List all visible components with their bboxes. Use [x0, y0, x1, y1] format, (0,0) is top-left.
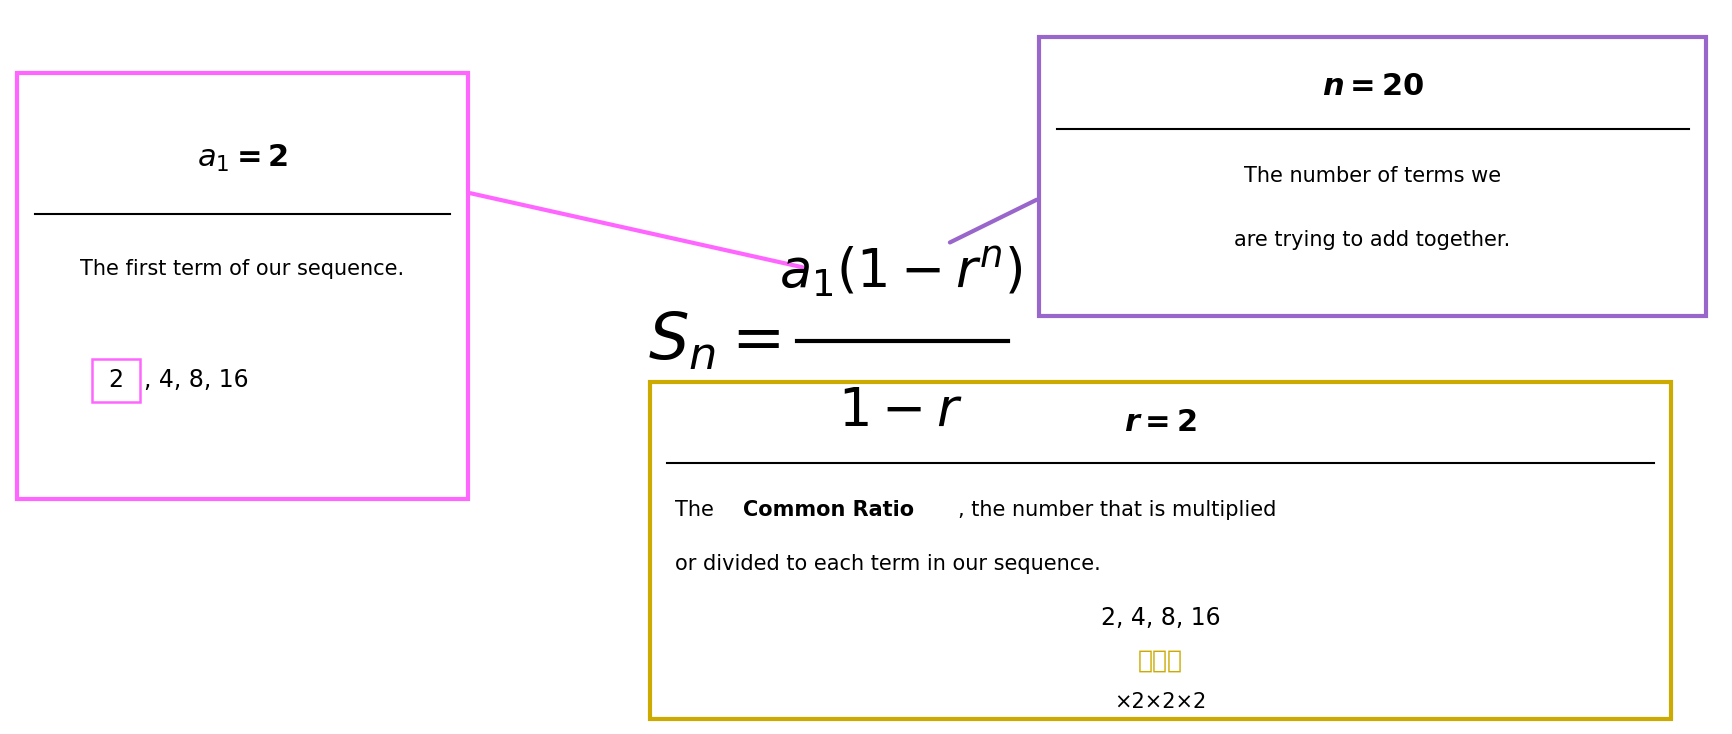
Text: Common Ratio: Common Ratio	[743, 500, 914, 520]
Text: , the number that is multiplied: , the number that is multiplied	[958, 500, 1276, 520]
Text: The number of terms we: The number of terms we	[1244, 166, 1502, 186]
Text: 2, 4, 8, 16: 2, 4, 8, 16	[1100, 606, 1221, 630]
Text: The first term of our sequence.: The first term of our sequence.	[80, 259, 405, 279]
Text: $a_1(1-r^n)$: $a_1(1-r^n)$	[779, 244, 1022, 299]
Text: $\boldsymbol{n = 20}$: $\boldsymbol{n = 20}$	[1322, 73, 1424, 101]
FancyBboxPatch shape	[17, 73, 468, 499]
FancyBboxPatch shape	[1039, 37, 1706, 316]
Text: 👇👇👇: 👇👇👇	[1138, 648, 1183, 672]
Text: $\boldsymbol{r = 2}$: $\boldsymbol{r = 2}$	[1124, 407, 1197, 437]
FancyBboxPatch shape	[92, 360, 140, 402]
Text: are trying to add together.: are trying to add together.	[1235, 230, 1510, 250]
Text: The: The	[675, 500, 721, 520]
Text: 2: 2	[109, 368, 123, 392]
Text: $\boldsymbol{a_1 = 2}$: $\boldsymbol{a_1 = 2}$	[197, 143, 288, 174]
Text: $S_n =$: $S_n =$	[648, 310, 779, 373]
Text: $1-r$: $1-r$	[838, 385, 963, 437]
Text: , 4, 8, 16: , 4, 8, 16	[144, 368, 248, 392]
Text: or divided to each term in our sequence.: or divided to each term in our sequence.	[675, 554, 1102, 574]
Text: ×2×2×2: ×2×2×2	[1114, 692, 1207, 713]
FancyBboxPatch shape	[650, 382, 1671, 719]
